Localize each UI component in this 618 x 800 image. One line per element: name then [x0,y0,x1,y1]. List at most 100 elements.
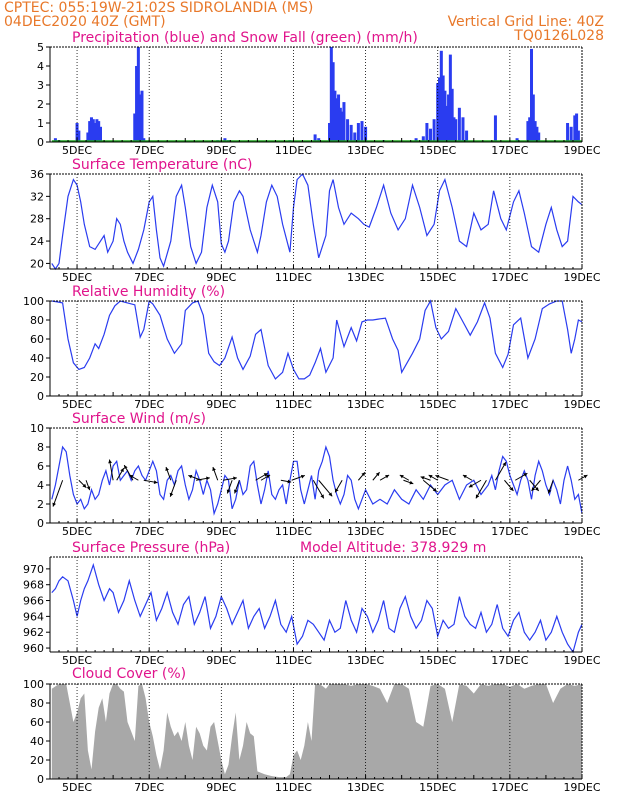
wind-arrowhead [52,502,56,507]
x-tick-label: 11DEC [275,398,312,411]
wind-arrowhead [375,472,380,477]
x-tick-label: 17DEC [491,781,528,794]
wind-arrowhead [385,475,390,479]
wind-arrowhead [475,494,480,499]
pressure-title: Surface Pressure (hPa) [72,540,230,556]
wind-arrowhead [399,475,404,479]
precip-bar [457,107,461,142]
precip-bar [531,94,535,142]
wind-title: Surface Wind (m/s) [72,411,206,427]
y-tick-label: 20 [30,257,44,270]
wind-arrowhead [535,487,539,491]
wind-arrowhead [266,475,271,479]
x-tick-label: 5DEC [62,525,92,538]
precip-bar [432,119,436,142]
y-tick-label: 20 [30,371,44,384]
series-line [51,445,583,516]
precip-bar [526,121,530,142]
y-tick-label: 4 [37,60,44,73]
precip-bar [535,126,539,142]
y-tick-label: 2 [37,498,44,511]
x-tick-label: 19DEC [563,654,600,667]
precip-bar [331,62,335,143]
precip-bar [342,102,346,142]
header: CPTEC: 055:19W-21:02S SIDROLANDIA (MS) 0… [4,0,604,44]
x-tick-label: 15DEC [419,144,456,157]
series-line [51,172,583,271]
x-tick-label: 11DEC [275,271,312,284]
y-tick-label: 2 [37,98,44,111]
x-tick-label: 9DEC [206,525,236,538]
precipitation-panel: 0 1 2 3 4 5 5DEC 7DEC 9DEC 11DEC 13DEC 15DEC 17DEC 19… [37,41,601,157]
wind-vector [52,480,64,507]
y-tick-label: 40 [30,352,44,365]
precip-bar [353,132,357,142]
y-tick-label: 80 [30,314,44,327]
precip-bar [421,136,425,142]
precip-bar [140,90,144,142]
x-tick-label: 13DEC [347,144,384,157]
x-tick-label: 17DEC [491,144,528,157]
y-tick-label: 966 [23,595,44,608]
pressure-panel: 960 962 964 966 968 970 5DEC 7DEC 9DEC 11DEC 13DEC… [23,556,601,667]
x-tick-label: 9DEC [206,654,236,667]
x-tick-label: 19DEC [563,525,600,538]
cloud-title: Cloud Cover (%) [72,666,186,682]
y-tick-label: 4 [37,479,44,492]
x-tick-label: 13DEC [347,781,384,794]
y-tick-label: 36 [30,168,44,181]
wind-arrowhead [328,492,333,497]
y-tick-label: 3 [37,79,44,92]
precip-bar [445,105,449,142]
precip-bar [575,113,579,142]
precip-bar [443,90,447,142]
y-tick-label: 964 [23,610,44,623]
x-tick-label: 13DEC [347,398,384,411]
wind-arrowhead [108,459,112,464]
precip-bar [77,130,81,142]
precip-bar [333,90,337,142]
y-tick-label: 1 [37,117,44,130]
x-tick-label: 7DEC [134,398,164,411]
x-tick-label: 17DEC [491,398,528,411]
precip-bar [91,119,95,142]
y-tick-label: 968 [23,579,44,592]
precip-bar [135,66,139,142]
x-tick-label: 9DEC [206,398,236,411]
y-tick-label: 40 [30,735,44,748]
x-tick-label: 5DEC [62,271,92,284]
header-model-id: TQ0126L028 [513,28,604,44]
x-tick-label: 7DEC [134,271,164,284]
x-tick-label: 5DEC [62,144,92,157]
y-tick-label: 24 [30,235,44,248]
x-tick-label: 9DEC [206,781,236,794]
precip-bar [338,107,342,142]
x-tick-label: 15DEC [419,525,456,538]
precip-bar [528,117,532,142]
wind-panel: 0 2 4 6 8 10 5DEC 7DEC 9DEC 11DEC 13DEC 15DEC 17DEC 1… [30,422,601,538]
header-station: CPTEC: 055:19W-21:02S SIDROLANDIA (MS) [4,0,313,16]
y-tick-label: 60 [30,716,44,729]
temperature-title: Surface Temperature (nC) [72,157,253,173]
x-tick-label: 13DEC [347,654,384,667]
humidity-title: Relative Humidity (%) [72,284,225,300]
wind-arrowhead [169,492,174,497]
cloud-panel: 0 20 40 60 80 100 5DEC 7DEC 9DEC 11DEC 13DEC 15DEC 1… [23,678,601,794]
wind-arrowhead [206,476,210,481]
precip-bar [566,123,570,142]
y-tick-label: 0 [37,517,44,530]
precip-title: Precipitation (blue) and Snow Fall (gree… [72,30,418,46]
y-tick-label: 960 [23,642,44,655]
precip-bar [515,138,519,142]
y-tick-label: 100 [23,295,44,308]
precip-bar [356,123,360,142]
x-tick-label: 15DEC [419,271,456,284]
wind-arrowhead [165,467,169,471]
precip-bar [133,113,137,142]
precip-bar [93,123,97,142]
x-tick-label: 19DEC [563,271,600,284]
x-tick-label: 7DEC [134,654,164,667]
wind-arrowhead [153,480,158,484]
y-tick-label: 5 [37,41,44,54]
